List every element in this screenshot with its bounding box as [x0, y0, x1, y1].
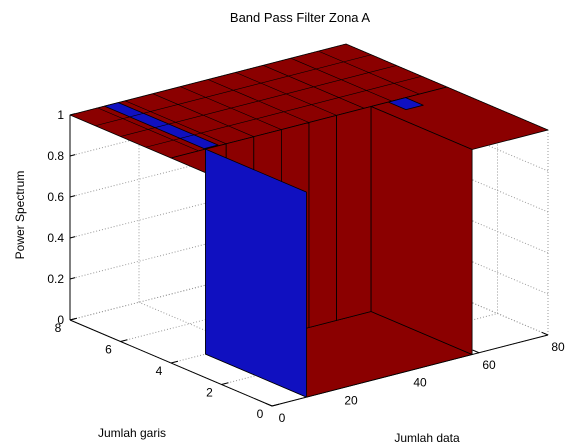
- mesh-line: [180, 86, 282, 130]
- z-tick-mark: [69, 195, 76, 198]
- z-tick-label: 0.2: [47, 272, 64, 286]
- z-tick-mark: [69, 318, 76, 321]
- grid-line: [345, 84, 549, 172]
- x-tick-label: 60: [482, 358, 496, 372]
- x-axis-label: Jumlah data: [394, 431, 460, 445]
- x-tick-label: 0: [279, 411, 286, 425]
- mesh-line: [97, 107, 199, 152]
- surface-face-notch-side-right: [370, 106, 473, 355]
- mesh-line: [152, 93, 254, 137]
- z-tick-label: 0.6: [47, 190, 64, 204]
- z-tick-label: 0.4: [47, 231, 64, 245]
- z-tick-label: 0.8: [47, 149, 64, 163]
- y-tick-label: 8: [55, 321, 62, 335]
- z-tick-mark: [69, 236, 76, 239]
- y-tick-mark: [170, 360, 179, 364]
- y-tick-mark: [221, 382, 229, 385]
- z-tick-mark: [69, 154, 76, 157]
- surface-face-strip-blue: [104, 102, 219, 150]
- x-tick-label: 40: [413, 376, 427, 390]
- mesh-line: [263, 65, 365, 109]
- mesh-line: [207, 79, 310, 123]
- y-tick-mark: [271, 403, 280, 407]
- grid-line: [345, 248, 549, 336]
- grid-line: [345, 166, 549, 254]
- mesh-line: [318, 50, 420, 95]
- mesh-line: [235, 72, 337, 116]
- x-tick-label: 20: [344, 393, 358, 407]
- z-tick-mark: [69, 277, 76, 280]
- mesh-line: [125, 100, 227, 145]
- x-tick-mark: [265, 402, 273, 407]
- x-tick-mark: [541, 331, 549, 336]
- y-tick-label: 2: [206, 386, 213, 400]
- y-tick-label: 6: [105, 343, 112, 357]
- surface-mesh: [69, 43, 549, 398]
- chart-title: Band Pass Filter Zona A: [230, 10, 371, 25]
- surface-face-notch-side-blue: [205, 148, 307, 398]
- surface-face-notch-wall: [308, 115, 338, 328]
- surface-face-notch-wall: [336, 106, 372, 321]
- y-tick-label: 4: [156, 364, 163, 378]
- x-tick-mark: [472, 349, 480, 354]
- y-tick-label: 0: [257, 407, 264, 421]
- z-axis-label: Power Spectrum: [13, 171, 27, 260]
- y-tick-mark: [120, 339, 128, 342]
- grid-line: [345, 125, 549, 213]
- mesh-line: [290, 57, 392, 102]
- x-tick-label: 80: [551, 340, 565, 354]
- surface-face-patch-blue: [387, 97, 424, 110]
- z-tick-label: 1: [57, 108, 64, 122]
- grid-line: [345, 207, 549, 295]
- z-tick-label: 0: [57, 313, 64, 327]
- y-axis-label: Jumlah garis: [98, 426, 166, 440]
